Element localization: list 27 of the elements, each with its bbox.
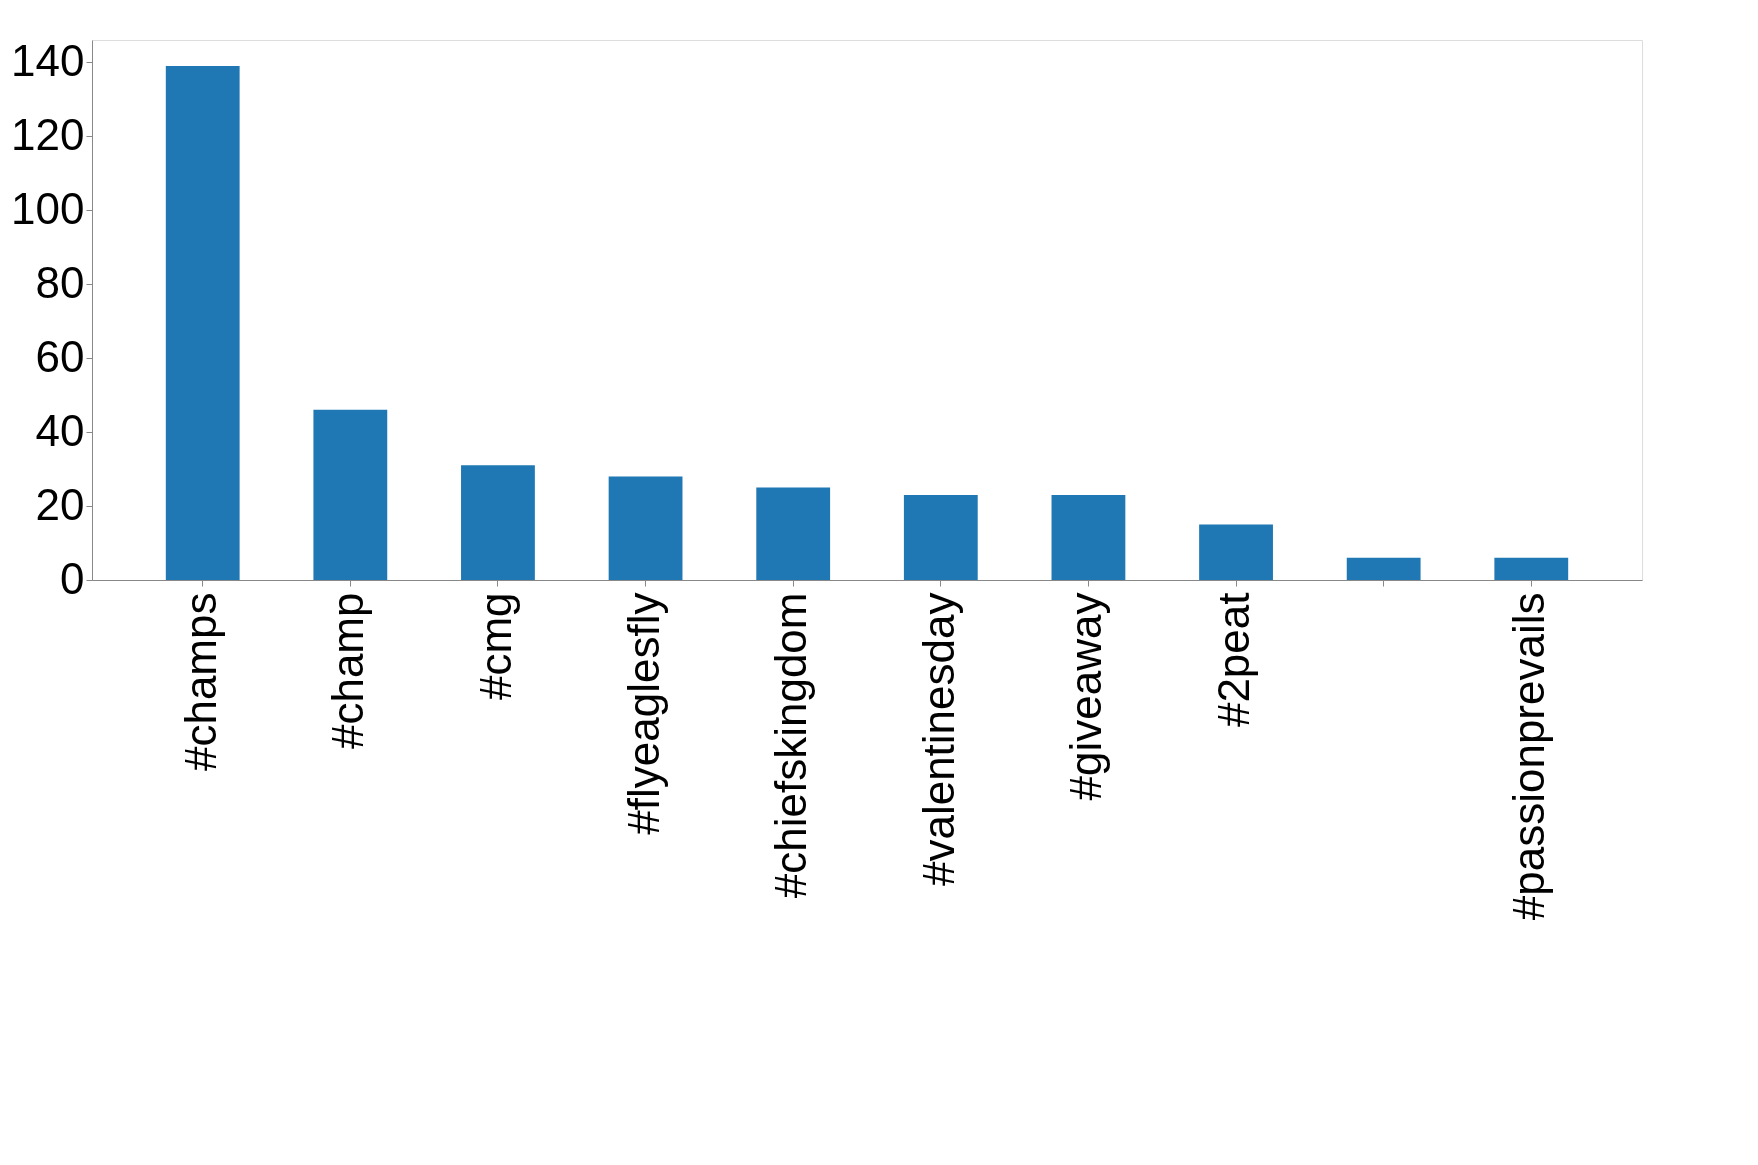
- y-tick-label: 0: [60, 553, 85, 603]
- bar: [165, 65, 240, 580]
- x-tick-label: #champs: [175, 592, 225, 772]
- bar: [313, 409, 388, 580]
- bar: [608, 476, 683, 580]
- bar: [1494, 557, 1569, 580]
- y-tick-label: 40: [35, 405, 85, 455]
- x-tick-label: #passionprevails: [1504, 592, 1554, 921]
- bar: [903, 494, 978, 580]
- y-tick-label: 100: [11, 183, 85, 233]
- bar: [461, 465, 535, 580]
- x-tick-label: #cmg: [470, 592, 520, 701]
- bar: [1051, 494, 1126, 580]
- y-tick-label: 60: [35, 331, 85, 381]
- x-tick-label: #champ: [323, 592, 373, 750]
- x-tick-label: #giveaway: [1061, 592, 1111, 801]
- bar: [1346, 557, 1421, 580]
- y-tick-label: 80: [35, 257, 85, 307]
- x-tick-label: #2peat: [1209, 592, 1259, 728]
- x-tick-label: #chiefskingdom: [766, 592, 816, 899]
- y-tick-label: 120: [11, 109, 85, 159]
- bar: [756, 487, 831, 580]
- x-tick-label: #flyeaglesfly: [618, 592, 668, 835]
- y-tick-label: 140: [11, 35, 85, 85]
- y-tick-label: 20: [35, 479, 85, 529]
- x-tick-label: #valentinesday: [913, 592, 963, 887]
- bar: [1199, 524, 1273, 580]
